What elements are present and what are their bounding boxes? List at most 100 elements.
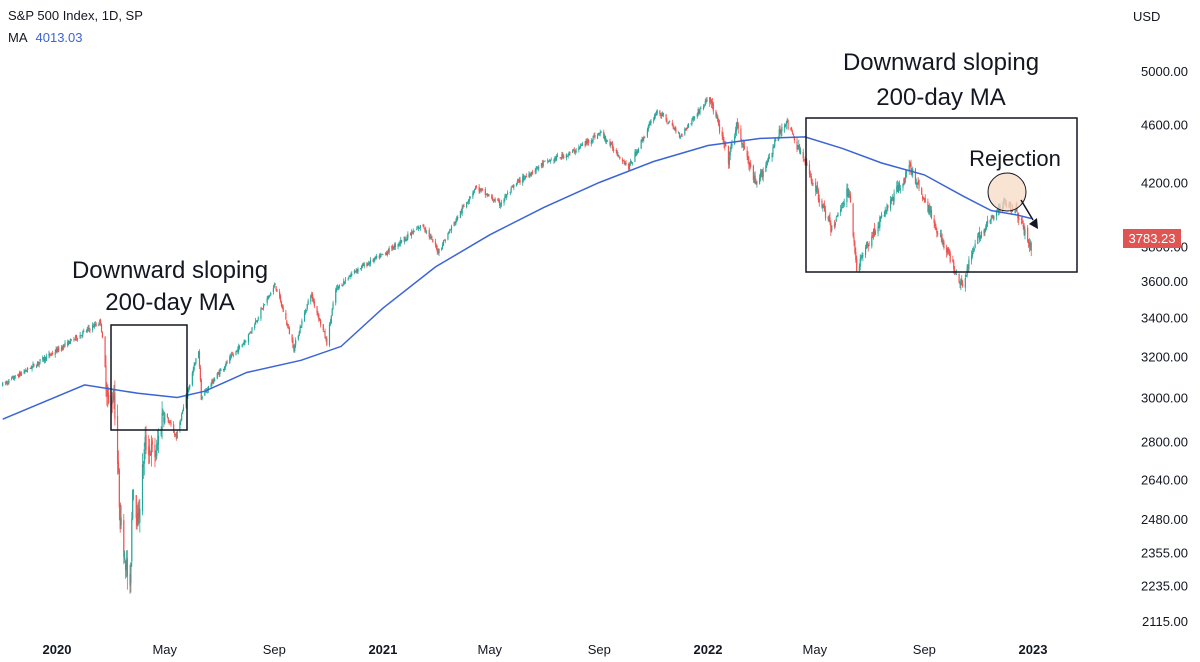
candle	[587, 137, 589, 146]
candle	[132, 489, 134, 521]
candle	[928, 204, 930, 215]
candle	[494, 197, 496, 203]
candle	[245, 340, 247, 343]
candle	[547, 158, 549, 164]
candle	[117, 450, 120, 475]
candle	[572, 149, 574, 153]
candle	[287, 324, 290, 330]
candle	[108, 387, 110, 405]
candle	[29, 367, 31, 370]
candle	[562, 152, 564, 159]
candle	[809, 170, 811, 178]
candle	[648, 121, 650, 129]
candle	[150, 435, 152, 467]
candle	[848, 189, 851, 199]
candle	[687, 123, 689, 129]
candle	[836, 214, 838, 218]
candle	[902, 183, 904, 191]
candle	[578, 144, 580, 153]
candle	[573, 147, 575, 154]
candle	[130, 561, 132, 593]
candle	[525, 173, 527, 178]
candle	[559, 156, 561, 159]
candle	[406, 234, 408, 242]
candle	[248, 332, 250, 335]
candle	[417, 225, 420, 232]
candle	[263, 304, 266, 306]
candle	[149, 438, 151, 464]
candle	[44, 356, 47, 364]
candle	[123, 514, 125, 565]
candle	[114, 380, 116, 426]
candle	[746, 146, 748, 161]
candle	[511, 185, 513, 188]
candle	[480, 188, 482, 192]
candle	[653, 113, 656, 121]
candle	[592, 135, 594, 144]
candle	[326, 335, 328, 347]
candle	[852, 202, 854, 238]
candle	[840, 204, 842, 217]
candle	[643, 135, 645, 142]
candle	[105, 355, 107, 397]
candle	[890, 197, 893, 205]
candle	[667, 123, 669, 125]
candle-series	[2, 96, 1032, 594]
candle	[281, 303, 283, 310]
candle	[214, 377, 216, 382]
candle	[612, 140, 614, 152]
price-tick-label: 4600.00	[1141, 117, 1188, 132]
candle	[486, 193, 488, 198]
candle	[880, 216, 882, 223]
candle	[984, 228, 986, 236]
candle	[474, 188, 476, 193]
candle	[69, 338, 71, 345]
candle	[668, 121, 670, 124]
candle	[603, 129, 605, 139]
candle	[200, 378, 202, 400]
price-axis-unit: USD	[1133, 9, 1160, 24]
candle	[986, 221, 988, 231]
rejection-label: Rejection	[969, 146, 1061, 171]
candle	[488, 193, 490, 197]
candle	[322, 324, 324, 332]
candle	[442, 239, 445, 246]
candle	[954, 265, 956, 275]
candle	[218, 369, 220, 378]
candle	[731, 139, 733, 149]
candle	[112, 389, 114, 403]
candle	[572, 148, 575, 152]
candle	[416, 226, 418, 231]
candle	[436, 245, 438, 255]
candle	[456, 215, 458, 223]
candle	[797, 144, 799, 150]
candle	[690, 123, 692, 125]
candle	[959, 280, 961, 289]
candle	[450, 229, 452, 231]
candle	[343, 278, 345, 286]
candle	[853, 232, 855, 247]
candle	[288, 326, 291, 335]
price-tick-label: 3200.00	[1141, 349, 1188, 364]
candle	[871, 231, 873, 249]
candle	[816, 185, 818, 195]
candle	[892, 196, 894, 206]
candle	[534, 168, 536, 175]
candle	[885, 209, 887, 214]
candle	[549, 159, 551, 164]
candle	[378, 253, 380, 260]
candle	[529, 172, 531, 179]
candle	[760, 169, 762, 178]
candle	[519, 176, 521, 185]
candle	[13, 375, 15, 381]
candle	[621, 157, 624, 164]
candle	[544, 160, 546, 162]
candle	[784, 123, 787, 128]
candle	[771, 152, 773, 162]
candle	[230, 351, 233, 359]
candle	[872, 231, 874, 239]
candle	[482, 188, 484, 191]
candle	[879, 215, 881, 232]
candle	[441, 242, 444, 250]
